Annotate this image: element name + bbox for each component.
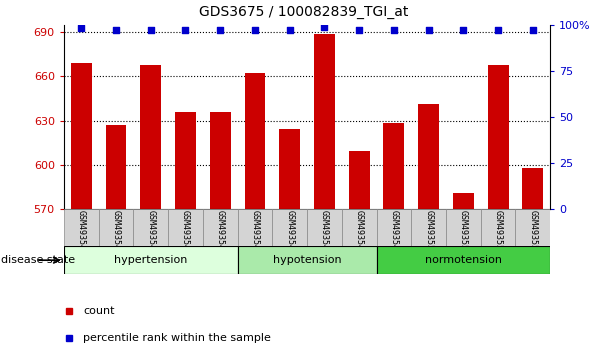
FancyBboxPatch shape [516,209,550,246]
Point [111,28,121,33]
Bar [140,64,161,209]
FancyBboxPatch shape [168,209,203,246]
Text: GDS3675 / 100082839_TGI_at: GDS3675 / 100082839_TGI_at [199,5,409,19]
Text: count: count [83,306,115,316]
Bar [349,152,370,209]
Bar [279,129,300,209]
Point [181,28,190,33]
Point [285,28,294,33]
FancyBboxPatch shape [64,209,98,246]
Text: GSM493544: GSM493544 [216,210,225,255]
FancyBboxPatch shape [376,209,411,246]
Point [77,25,86,31]
Text: normotension: normotension [425,255,502,265]
FancyBboxPatch shape [307,209,342,246]
Text: GSM493551: GSM493551 [459,210,468,255]
Text: GSM493540: GSM493540 [77,210,86,255]
Text: GSM493547: GSM493547 [320,210,329,255]
Text: GSM493548: GSM493548 [354,210,364,255]
Text: GSM493541: GSM493541 [111,210,120,255]
Bar [453,193,474,209]
FancyBboxPatch shape [481,209,516,246]
FancyBboxPatch shape [64,246,238,274]
Point [493,28,503,33]
Text: GSM493546: GSM493546 [285,210,294,255]
FancyBboxPatch shape [411,209,446,246]
FancyBboxPatch shape [272,209,307,246]
FancyBboxPatch shape [133,209,168,246]
Point [458,28,468,33]
Text: disease state: disease state [1,255,75,265]
Bar [175,112,196,209]
Point [250,28,260,33]
Text: GSM493553: GSM493553 [528,210,537,255]
Bar [71,63,92,209]
FancyBboxPatch shape [342,209,376,246]
Text: GSM493550: GSM493550 [424,210,433,255]
Point [528,28,537,33]
Point [320,24,330,29]
Text: GSM493543: GSM493543 [181,210,190,255]
Bar [244,73,265,209]
Point [389,28,399,33]
Bar [314,34,335,209]
FancyBboxPatch shape [203,209,238,246]
FancyBboxPatch shape [98,209,133,246]
Bar [418,104,439,209]
Text: GSM493552: GSM493552 [494,210,503,255]
FancyBboxPatch shape [238,209,272,246]
Bar [384,124,404,209]
FancyBboxPatch shape [446,209,481,246]
Text: GSM493542: GSM493542 [146,210,155,255]
FancyBboxPatch shape [376,246,550,274]
FancyBboxPatch shape [238,246,376,274]
Bar [488,64,508,209]
Point [215,28,225,33]
Point [354,28,364,33]
Text: hypotension: hypotension [273,255,341,265]
Point [424,28,434,33]
Text: GSM493549: GSM493549 [389,210,398,255]
Bar [210,112,230,209]
Text: GSM493545: GSM493545 [250,210,260,255]
Text: percentile rank within the sample: percentile rank within the sample [83,333,271,343]
Text: hypertension: hypertension [114,255,187,265]
Bar [522,168,544,209]
Point [146,28,156,33]
Bar [106,125,126,209]
